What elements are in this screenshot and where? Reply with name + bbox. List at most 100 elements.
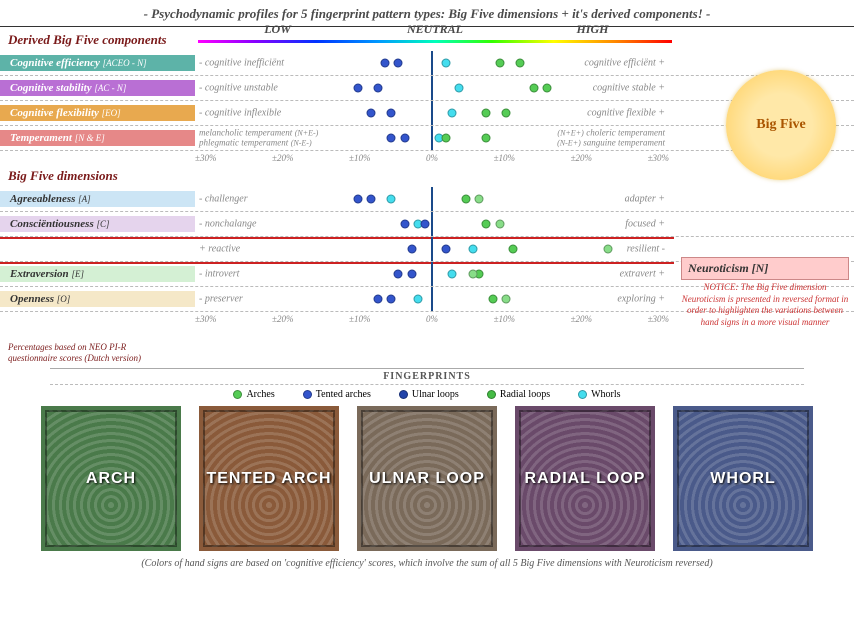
tick-label: ±10% xyxy=(494,314,515,324)
tick-label: 0% xyxy=(426,314,438,324)
row-chart: - cognitive inflexiblecognitive flexible… xyxy=(195,101,669,125)
data-point xyxy=(373,84,382,93)
data-point xyxy=(400,134,409,143)
data-point xyxy=(407,245,416,254)
data-point xyxy=(509,245,518,254)
data-point xyxy=(373,295,382,304)
data-point xyxy=(502,295,511,304)
row-label xyxy=(0,247,195,251)
row-label: Openness [O] xyxy=(0,291,195,307)
scale-low: LOW xyxy=(200,22,355,37)
data-point xyxy=(543,84,552,93)
tick-label: ±30% xyxy=(648,153,669,163)
row-label: Extraversion [E] xyxy=(0,266,195,282)
fingerprint-image: TENTED ARCH xyxy=(199,406,339,551)
row-chart: - introvertextravert + xyxy=(195,262,669,286)
row-label: Consciëntiousness [C] xyxy=(0,216,195,232)
legend-item: Arches xyxy=(233,389,274,400)
legend-item: Radial loops xyxy=(487,389,550,400)
fingerprint-image: ARCH xyxy=(41,406,181,551)
data-point xyxy=(448,109,457,118)
tick-row-2: ±30% ±20% ±10% 0% ±10% ±20% ±30% xyxy=(195,312,669,326)
data-point xyxy=(468,270,477,279)
row-label: Agreeableness [A] xyxy=(0,191,195,207)
tick-label: ±10% xyxy=(349,314,370,324)
tick-label: ±20% xyxy=(571,153,592,163)
data-point xyxy=(516,59,525,68)
legend-item: Whorls xyxy=(578,389,620,400)
tick-label: 0% xyxy=(426,153,438,163)
data-point xyxy=(482,109,491,118)
data-point xyxy=(387,195,396,204)
data-point xyxy=(367,195,376,204)
data-point xyxy=(387,109,396,118)
legend-item: Ulnar loops xyxy=(399,389,459,400)
notice-text: NOTICE: The Big Five dimension Neurotici… xyxy=(681,282,849,329)
data-point xyxy=(455,84,464,93)
rainbow-bar xyxy=(198,40,672,43)
tick-label: ±20% xyxy=(571,314,592,324)
tick-label: ±20% xyxy=(272,314,293,324)
fp-legend: Arches Tented arches Ulnar loops Radial loo… xyxy=(0,385,854,406)
fp-title: FINGERPRINTS xyxy=(50,368,804,385)
data-point xyxy=(488,295,497,304)
data-point xyxy=(482,220,491,229)
scale-neutral: NEUTRAL xyxy=(357,22,512,37)
data-point xyxy=(468,245,477,254)
data-point xyxy=(394,270,403,279)
data-point xyxy=(387,295,396,304)
tick-label: ±30% xyxy=(195,153,216,163)
tick-row-1: ±30%±20%±10%0%±10%±20%±30% xyxy=(195,151,669,165)
fp-caption: (Colors of hand signs are based on 'cogn… xyxy=(0,551,854,570)
row-chart: + reactiveresilient - xyxy=(195,237,669,261)
data-point xyxy=(441,59,450,68)
row-chart: - challengeradapter + xyxy=(195,187,669,211)
row-label: Temperament [N & E] xyxy=(0,130,195,146)
data-point xyxy=(495,220,504,229)
data-point xyxy=(495,59,504,68)
data-point xyxy=(441,245,450,254)
scale-header: LOW NEUTRAL HIGH xyxy=(200,22,670,37)
fingerprint-image: ULNAR LOOP xyxy=(357,406,497,551)
data-point xyxy=(441,134,450,143)
bigfive-header: Big Five dimensions xyxy=(0,165,854,187)
data-point xyxy=(400,220,409,229)
tick-label: ±20% xyxy=(272,153,293,163)
tick-label: ±10% xyxy=(349,153,370,163)
data-point xyxy=(387,134,396,143)
fingerprint-image: RADIAL LOOP xyxy=(515,406,655,551)
data-point xyxy=(475,195,484,204)
data-point xyxy=(367,109,376,118)
data-point xyxy=(353,195,362,204)
fingerprint-section: FINGERPRINTS Arches Tented arches Ulnar lo… xyxy=(0,368,854,570)
fingerprint-image: WHORL xyxy=(673,406,813,551)
data-point xyxy=(394,59,403,68)
legend-item: Tented arches xyxy=(303,389,371,400)
row-chart: melancholic temperament (N+E-)phlegmatic… xyxy=(195,126,669,150)
data-point xyxy=(482,134,491,143)
row-chart: - preserverexploring + xyxy=(195,287,669,311)
row-label: Cognitive flexibility [EO] xyxy=(0,105,195,121)
row-chart: - cognitive unstablecognitive stable + xyxy=(195,76,669,100)
data-point xyxy=(604,245,613,254)
data-point xyxy=(529,84,538,93)
neuroticism-box: Neuroticism [N] xyxy=(681,257,849,280)
notes-left: Percentages based on NEO PI-Rquestionnai… xyxy=(8,342,141,364)
row-chart: - cognitive inefficiëntcognitive efficië… xyxy=(195,51,669,75)
row-chart: - nonchalangefocused + xyxy=(195,212,669,236)
row-label: Cognitive stability [AC - N] xyxy=(0,80,195,96)
data-point xyxy=(502,109,511,118)
data-point xyxy=(380,59,389,68)
data-point xyxy=(421,220,430,229)
fp-images: ARCHTENTED ARCHULNAR LOOPRADIAL LOOPWHOR… xyxy=(0,406,854,551)
tick-label: ±30% xyxy=(195,314,216,324)
scale-high: HIGH xyxy=(515,22,670,37)
tick-label: ±30% xyxy=(648,314,669,324)
data-point xyxy=(414,295,423,304)
data-point xyxy=(461,195,470,204)
data-point xyxy=(407,270,416,279)
data-point xyxy=(448,270,457,279)
hand-badge: Big Five xyxy=(726,70,836,180)
data-point xyxy=(353,84,362,93)
row-label: Cognitive efficiency [ACEO - N] xyxy=(0,55,195,71)
